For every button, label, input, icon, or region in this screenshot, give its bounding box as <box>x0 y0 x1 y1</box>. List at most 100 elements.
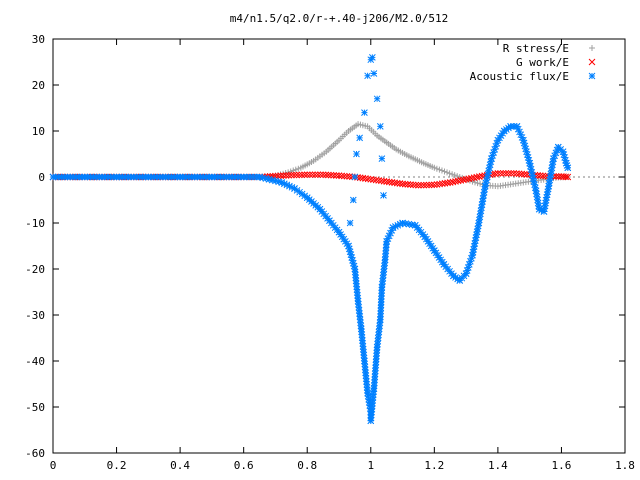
data-point <box>481 185 489 193</box>
data-point <box>535 205 543 213</box>
data-point <box>408 221 416 229</box>
data-point <box>355 307 363 314</box>
y-tick-label: -40 <box>25 355 45 368</box>
data-point <box>367 175 375 183</box>
data-point <box>357 319 364 327</box>
data-point <box>470 243 478 250</box>
data-point <box>524 154 532 161</box>
data-point <box>547 170 555 178</box>
data-point <box>399 219 406 227</box>
y-axis-ticks: 30 20 10 0 -10 -20 -30 -40 -50 -60 <box>25 33 625 460</box>
data-point <box>494 136 502 144</box>
data-point <box>351 173 359 181</box>
data-point <box>396 220 404 228</box>
data-point <box>364 392 372 400</box>
data-point <box>378 177 385 185</box>
data-point <box>438 258 446 266</box>
data-point <box>452 178 459 185</box>
data-point <box>370 70 378 77</box>
data-point <box>340 235 348 243</box>
data-point <box>335 228 343 236</box>
data-point <box>275 178 282 186</box>
data-point <box>277 172 285 180</box>
data-point <box>298 171 306 179</box>
data-point <box>507 123 514 130</box>
data-point <box>290 171 298 179</box>
data-point <box>361 109 368 116</box>
data-point <box>376 319 384 327</box>
data-point <box>293 171 300 179</box>
data-point <box>348 254 356 261</box>
data-point <box>473 228 481 236</box>
data-point <box>497 169 504 177</box>
data-point <box>531 184 539 192</box>
data-point <box>441 179 449 187</box>
data-point <box>437 256 445 264</box>
data-point <box>548 164 556 172</box>
data-point <box>375 177 383 184</box>
data-point <box>319 171 327 179</box>
data-point <box>338 172 346 180</box>
x-tick-label: 0.8 <box>297 459 317 472</box>
y-tick-label: -10 <box>25 217 45 230</box>
data-point <box>325 171 332 179</box>
data-point <box>470 245 477 253</box>
data-point <box>346 248 354 256</box>
data-point <box>385 232 393 240</box>
data-point <box>542 199 549 207</box>
data-point <box>483 176 490 184</box>
data-point <box>543 191 551 198</box>
data-point <box>286 182 293 190</box>
data-point <box>409 181 417 189</box>
data-point <box>295 171 303 179</box>
data-point <box>309 171 316 179</box>
data-point <box>446 179 454 186</box>
data-point <box>486 161 494 169</box>
data-point <box>399 180 406 188</box>
data-point <box>535 202 543 210</box>
data-point <box>517 131 525 139</box>
data-point <box>262 175 270 182</box>
data-point <box>523 148 530 156</box>
data-point <box>379 277 386 285</box>
data-point <box>534 199 542 207</box>
data-point <box>536 172 544 179</box>
data-point <box>303 171 311 179</box>
data-point <box>505 169 512 177</box>
data-point <box>349 257 356 264</box>
data-point <box>280 180 288 188</box>
data-point <box>463 267 471 274</box>
data-point <box>379 271 387 279</box>
data-point <box>436 166 443 173</box>
data-point <box>433 181 441 188</box>
data-point <box>482 179 490 187</box>
y-tick-label: 30 <box>32 33 45 46</box>
data-point <box>543 194 550 201</box>
data-point <box>460 176 467 184</box>
data-point <box>364 175 372 183</box>
data-point <box>539 172 547 180</box>
data-point <box>356 174 364 182</box>
data-point <box>425 181 433 189</box>
data-point <box>387 229 394 237</box>
data-point <box>468 254 475 262</box>
data-point <box>477 210 484 218</box>
data-point <box>345 242 352 250</box>
x-axis-ticks: 0 0.2 0.4 0.6 0.8 1 1.2 1.4 1.6 1.8 <box>50 39 635 472</box>
data-point <box>546 173 554 181</box>
data-point <box>367 56 375 64</box>
data-point <box>381 256 389 264</box>
data-point <box>545 182 553 190</box>
data-point <box>479 198 486 205</box>
data-point <box>378 280 386 288</box>
data-point <box>378 284 386 291</box>
data-point <box>520 139 528 147</box>
data-point <box>481 182 489 190</box>
data-point <box>518 134 526 141</box>
data-point <box>507 169 515 177</box>
data-point <box>522 145 530 153</box>
data-point <box>332 172 340 179</box>
data-point <box>393 179 401 187</box>
y-tick-label: -30 <box>25 309 45 322</box>
